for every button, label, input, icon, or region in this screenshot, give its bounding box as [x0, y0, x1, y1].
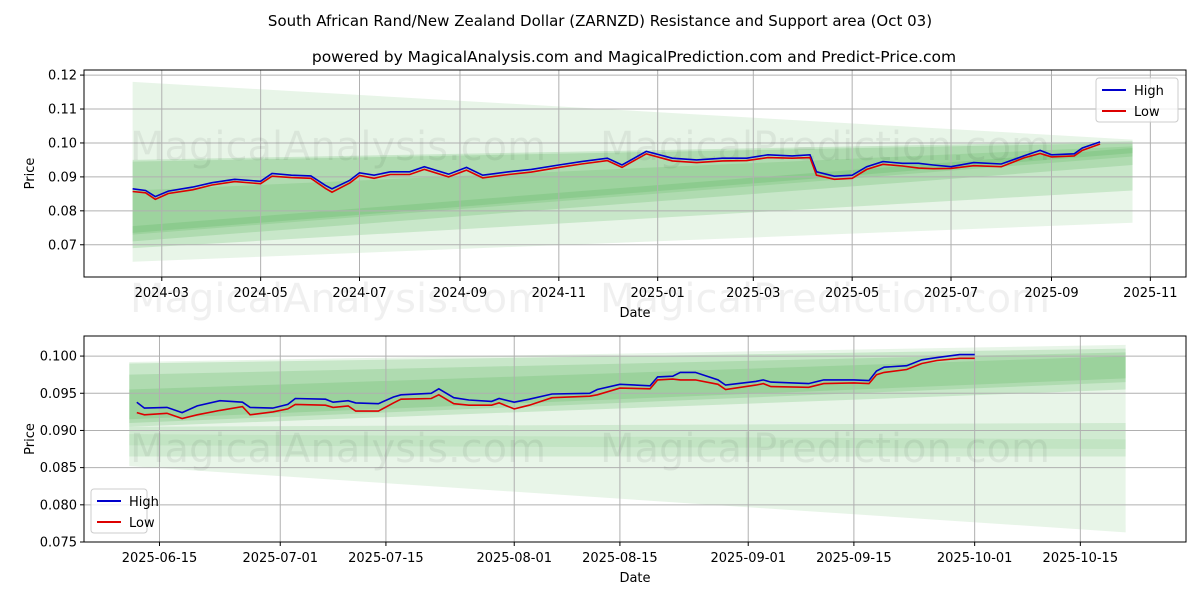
x-tick-label: 2025-06-15	[122, 551, 198, 566]
series-line-low	[136, 357, 975, 420]
support-resistance-band	[129, 423, 1126, 457]
x-tick-label: 2025-07-15	[348, 551, 424, 566]
support-resistance-band	[132, 146, 1133, 235]
x-tick-label: 2025-05	[825, 286, 879, 301]
legend: High Low	[1095, 77, 1179, 123]
y-tick-label: 0.11	[48, 103, 77, 118]
axes-frame	[83, 335, 1187, 543]
x-tick-label: 2025-09	[1024, 286, 1078, 301]
x-tick-label: 2025-08-15	[582, 551, 658, 566]
legend-label: High	[129, 495, 159, 510]
x-tick-label: 2025-07	[924, 286, 978, 301]
watermark: MagicalPrediction.com	[600, 276, 1050, 322]
y-tick-label: 0.085	[40, 461, 77, 476]
support-resistance-band	[132, 141, 1133, 249]
y-axis-label: Price	[23, 423, 38, 455]
x-tick-label: 2025-08-01	[476, 551, 552, 566]
y-tick-label: 0.10	[48, 136, 77, 151]
y-tick-label: 0.100	[40, 350, 77, 365]
support-resistance-band	[132, 142, 1133, 242]
watermark: MagicalAnalysis.com	[130, 276, 546, 322]
y-tick-label: 0.07	[48, 238, 77, 253]
x-tick-label: 2025-09-15	[816, 551, 892, 566]
x-tick-label: 2025-09-01	[710, 551, 786, 566]
legend: High Low	[90, 488, 159, 534]
watermark: MagicalAnalysis.com	[130, 124, 546, 170]
y-tick-label: 0.09	[48, 170, 77, 185]
support-resistance-band	[129, 344, 1126, 533]
legend-label: Low	[129, 516, 155, 531]
y-tick-label: 0.095	[40, 387, 77, 402]
watermark: MagicalPrediction.com	[600, 426, 1050, 472]
y-tick-label: 0.090	[40, 424, 77, 439]
series-line-low	[132, 143, 1101, 201]
x-tick-label: 2025-11	[1123, 286, 1177, 301]
x-tick-label: 2024-09	[433, 286, 487, 301]
x-tick-label: 2025-07-01	[242, 551, 318, 566]
series-line-high	[136, 353, 975, 414]
bottom-chart: 0.075 0.080 0.085 0.090 0.095 0.100 2025-06-15…	[23, 335, 1187, 586]
y-tick-label: 0.12	[48, 69, 77, 84]
legend-label: High	[1134, 84, 1164, 99]
x-tick-label: 2025-10-15	[1043, 551, 1119, 566]
x-tick-label: 2025-03	[726, 286, 780, 301]
y-tick-label: 0.075	[40, 536, 77, 551]
watermark: MagicalAnalysis.com	[130, 426, 546, 472]
legend-label: Low	[1134, 105, 1160, 120]
support-resistance-band	[132, 148, 1133, 233]
support-resistance-band	[129, 434, 1126, 450]
chart-subtitle: powered by MagicalAnalysis.com and Magic…	[312, 48, 956, 66]
x-tick-label: 2025-10-01	[937, 551, 1013, 566]
x-tick-label: 2024-05	[233, 286, 287, 301]
x-tick-label: 2024-03	[135, 286, 189, 301]
axes-frame	[83, 69, 1187, 278]
x-tick-label: 2024-11	[532, 286, 586, 301]
y-tick-label: 0.080	[40, 498, 77, 513]
x-axis-label: Date	[619, 571, 650, 586]
y-axis-label: Price	[23, 158, 38, 190]
x-axis-label: Date	[619, 306, 650, 321]
top-chart: 0.07 0.08 0.09 0.10 0.11 0.12 2024-03 2024-05 20…	[23, 69, 1187, 322]
chart-title: South African Rand/New Zealand Dollar (Z…	[268, 12, 932, 30]
x-tick-label: 2025-01	[631, 286, 685, 301]
series-line-high	[132, 141, 1101, 198]
y-tick-label: 0.08	[48, 204, 77, 219]
x-tick-label: 2024-07	[332, 286, 386, 301]
support-resistance-band	[132, 81, 1133, 262]
